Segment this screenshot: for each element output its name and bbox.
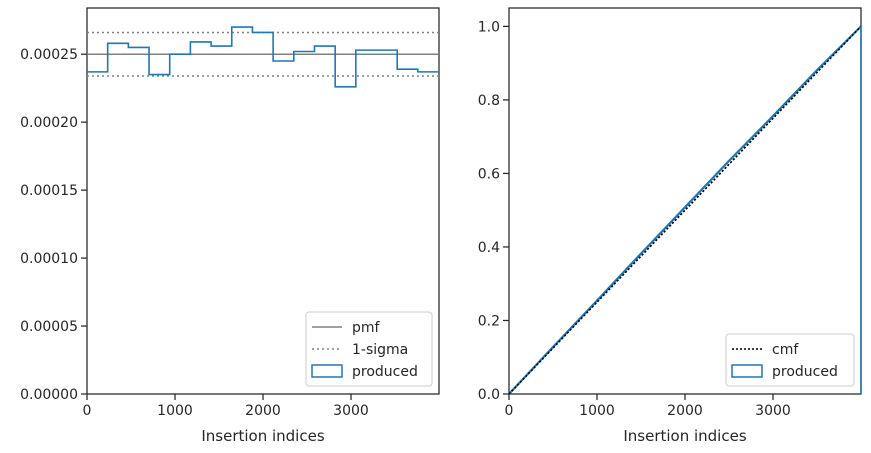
legend-label-produced: produced [352, 364, 418, 380]
legend: pmf 1-sigma produced [305, 311, 433, 387]
legend-label-cmf: cmf [772, 342, 799, 358]
x-tick-label: 3000 [333, 403, 369, 419]
x-tick-label: 0 [505, 403, 514, 419]
y-tick-label: 0.2 [478, 313, 500, 329]
cmf-panel: 0 1000 2000 3000 0.0 0.2 0.4 0.6 0.8 1.0 Insertion… [478, 7, 862, 445]
legend-label-produced: produced [772, 364, 838, 380]
produced-line [508, 25, 862, 395]
x-axis-label: Insertion indices [623, 427, 746, 445]
legend-handle-produced [311, 364, 343, 378]
legend-label-1-sigma: 1-sigma [352, 342, 408, 358]
y-tick-label: 0.8 [478, 93, 500, 109]
y-tick-label: 0.00015 [20, 183, 78, 199]
x-tick-label: 2000 [245, 403, 281, 419]
legend-handle-produced [731, 364, 763, 378]
legend-box [725, 333, 855, 387]
y-tick-label: 0.00000 [20, 387, 78, 403]
cmf-line-overlay [508, 25, 862, 395]
x-tick-label: 2000 [667, 403, 703, 419]
x-tick-label: 1000 [579, 403, 615, 419]
y-tick-label: 0.4 [478, 240, 500, 256]
x-tick-label: 0 [83, 403, 92, 419]
x-axis-label: Insertion indices [201, 427, 324, 445]
y-tick-label: 0.6 [478, 166, 500, 182]
x-tick-label: 1000 [157, 403, 193, 419]
produced-histogram-step [87, 26, 439, 88]
y-tick-label: 0.00005 [20, 319, 78, 335]
legend-box [305, 311, 433, 387]
y-tick-label: 0.00025 [20, 47, 78, 63]
legend: cmf produced [725, 333, 855, 387]
y-tick-label: 1.0 [478, 19, 500, 35]
pmf-histogram-panel: 0 1000 2000 3000 0.00000 0.00005 0.00010 0.0001… [20, 7, 440, 445]
y-tick-label: 0.0 [478, 387, 500, 403]
x-tick-label: 3000 [755, 403, 791, 419]
legend-label-pmf: pmf [352, 320, 381, 336]
y-tick-label: 0.00010 [20, 251, 78, 267]
y-tick-label: 0.00020 [20, 115, 78, 131]
